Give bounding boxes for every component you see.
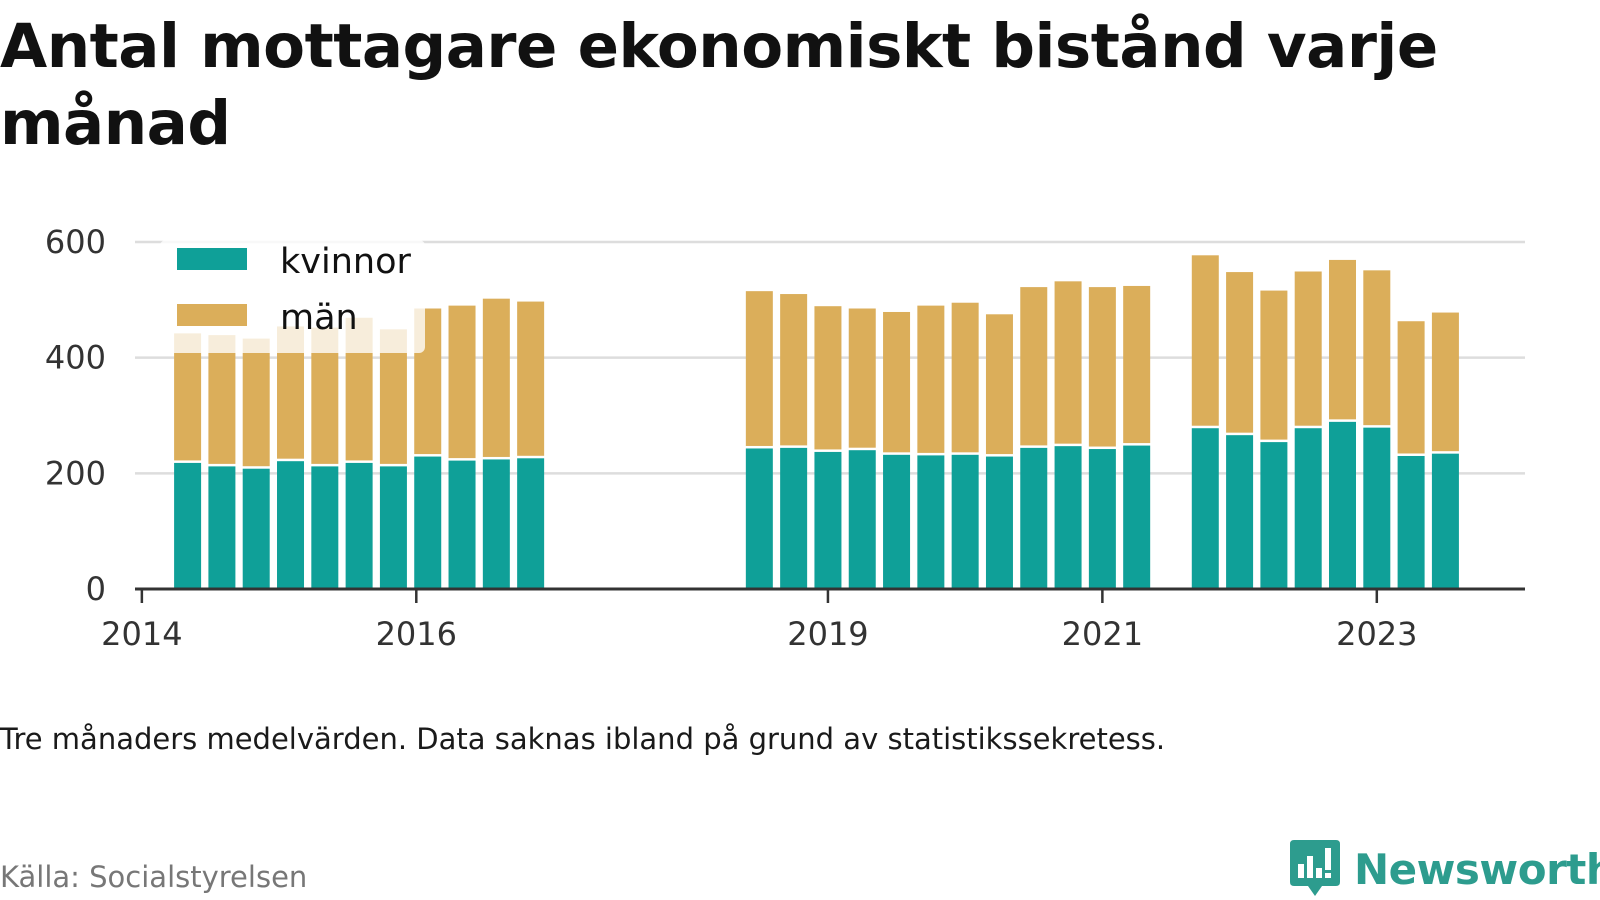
y-tick-label: 600 — [45, 223, 106, 261]
bar-man — [1260, 290, 1288, 440]
bar-chart-speech-bubble-icon — [1290, 840, 1340, 896]
legend-label: kvinnor — [280, 242, 411, 282]
x-tick-label: 2016 — [376, 615, 457, 653]
bar-kvinnor — [745, 448, 773, 589]
bar-kvinnor — [1088, 449, 1116, 589]
bar-kvinnor — [345, 462, 373, 589]
bar-man — [1397, 321, 1425, 454]
bar-kvinnor — [1294, 428, 1322, 589]
bar-kvinnor — [780, 447, 808, 589]
bar-kvinnor — [951, 454, 979, 589]
bar-kvinnor — [848, 450, 876, 589]
bar-man — [848, 308, 876, 448]
bars — [174, 255, 1459, 589]
brand-name: Newsworthy — [1354, 844, 1600, 894]
bar-man — [242, 338, 270, 467]
chart: 0 200 400 600 2014 2016 2019 2021 2023 kvinnor m… — [45, 223, 1525, 653]
bar-kvinnor — [1191, 428, 1219, 589]
bar-kvinnor — [414, 456, 442, 589]
bar-kvinnor — [482, 459, 510, 589]
brand-logo: Newsworthy — [1290, 840, 1600, 898]
bar-kvinnor — [1226, 435, 1254, 589]
bar-man — [745, 291, 773, 446]
bar-man — [1191, 255, 1219, 426]
bar-man — [517, 301, 545, 456]
bar-man — [1054, 281, 1082, 444]
bar-man — [814, 306, 842, 450]
bar-man — [985, 314, 1013, 455]
x-tick-label: 2023 — [1336, 615, 1417, 653]
bar-man — [208, 335, 236, 464]
bar-kvinnor — [242, 468, 270, 589]
bar-man — [448, 305, 476, 459]
bar-kvinnor — [917, 455, 945, 589]
bar-kvinnor — [1363, 427, 1391, 589]
bar-kvinnor — [208, 466, 236, 589]
bar-man — [1226, 272, 1254, 433]
bar-man — [1363, 270, 1391, 426]
bar-kvinnor — [1329, 421, 1357, 589]
legend-swatch — [177, 248, 247, 270]
bar-kvinnor — [277, 461, 305, 589]
bar-kvinnor — [1123, 445, 1151, 589]
bar-man — [1329, 259, 1357, 420]
bar-kvinnor — [1020, 447, 1048, 589]
bar-man — [780, 294, 808, 446]
bar-man — [1431, 312, 1459, 452]
bar-kvinnor — [174, 462, 202, 589]
bar-kvinnor — [448, 460, 476, 589]
x-tick-label: 2021 — [1062, 615, 1143, 653]
bar-kvinnor — [1054, 446, 1082, 589]
bar-kvinnor — [1260, 442, 1288, 589]
bar-man — [1088, 287, 1116, 447]
legend: kvinnor män — [160, 240, 425, 353]
bar-kvinnor — [517, 458, 545, 589]
bar-man — [1123, 285, 1151, 444]
bar-kvinnor — [814, 451, 842, 589]
bar-kvinnor — [883, 454, 911, 589]
legend-label: män — [280, 298, 358, 338]
x-axis: 2014 2016 2019 2021 2023 — [101, 589, 1418, 653]
y-axis: 0 200 400 600 — [45, 223, 106, 608]
bar-man — [174, 333, 202, 461]
chart-note: Tre månaders medelvärden. Data saknas ib… — [0, 722, 1166, 756]
bar-kvinnor — [379, 466, 407, 589]
chart-title: Antal mottagare ekonomiskt bistånd varje… — [0, 11, 1438, 159]
bar-man — [883, 311, 911, 453]
bar-man — [917, 305, 945, 453]
x-tick-label: 2014 — [101, 615, 182, 653]
x-tick-label: 2019 — [787, 615, 868, 653]
bar-man — [1294, 271, 1322, 426]
bar-man — [1020, 287, 1048, 446]
bar-kvinnor — [1397, 455, 1425, 589]
source-text: Källa: Socialstyrelsen — [0, 860, 308, 894]
y-tick-label: 200 — [45, 454, 106, 492]
bar-kvinnor — [985, 456, 1013, 589]
bar-kvinnor — [1431, 453, 1459, 589]
y-tick-label: 400 — [45, 339, 106, 377]
legend-swatch — [177, 304, 247, 326]
bar-man — [951, 302, 979, 453]
bar-kvinnor — [311, 466, 339, 589]
y-tick-label: 0 — [86, 570, 106, 608]
bar-man — [482, 298, 510, 457]
